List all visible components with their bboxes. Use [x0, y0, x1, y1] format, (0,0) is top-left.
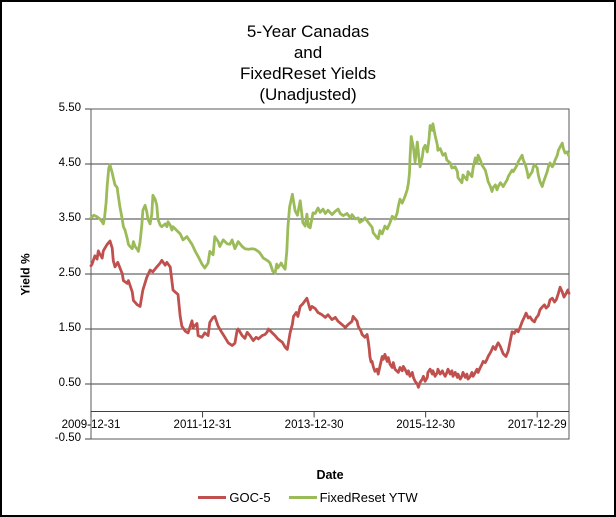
x-tick-label: 2011-12-31	[173, 419, 232, 431]
y-axis-title: Yield %	[18, 253, 33, 296]
y-tick-label: 4.50	[58, 157, 81, 169]
legend-swatch	[288, 495, 317, 500]
y-tick-label: 1.50	[58, 322, 81, 334]
legend-item: GOC-5	[198, 490, 271, 505]
legend: GOC-5 FixedReset YTW	[2, 490, 614, 505]
y-tick-label: 0.50	[58, 377, 81, 389]
chart-title-line: 5-Year Canadas	[246, 22, 370, 41]
y-tick-label: 5.50	[58, 102, 81, 114]
plot-border	[90, 108, 570, 440]
y-tick-label: 3.50	[58, 212, 81, 224]
legend-item: FixedReset YTW	[288, 490, 418, 505]
legend-label: FixedReset YTW	[319, 490, 418, 505]
x-tick-label: 2009-12-31	[61, 419, 121, 431]
chart-title: 5-Year Canadas and FixedReset Yields (Unadj…	[2, 21, 614, 105]
chart-title-line: FixedReset Yields	[239, 64, 377, 83]
x-axis-title: Date	[316, 468, 344, 482]
y-tick-label: -0.50	[54, 432, 81, 444]
chart-title-line: (Unadjusted)	[259, 85, 357, 104]
legend-label: GOC-5	[229, 490, 271, 505]
x-tick-label: 2013-12-30	[284, 419, 344, 431]
x-tick-label: 2017-12-29	[507, 419, 567, 431]
legend-swatch	[198, 495, 227, 500]
chart-title-line: and	[293, 43, 323, 62]
series-goc-5-line	[89, 239, 571, 389]
series-fixedreset-ytw-line	[89, 122, 570, 275]
x-tick-label: 2015-12-30	[396, 419, 456, 431]
y-tick-label: 2.50	[58, 267, 81, 279]
